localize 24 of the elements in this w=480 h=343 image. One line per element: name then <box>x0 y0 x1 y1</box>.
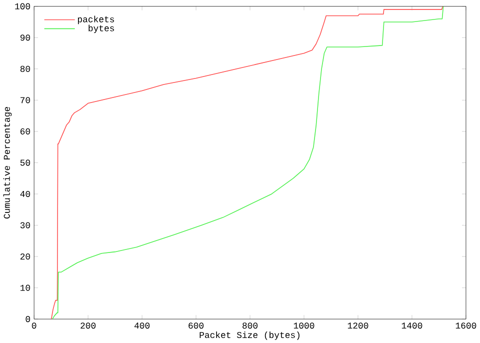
x-tick-label: 1000 <box>294 322 314 329</box>
x-tick-label: 1600 <box>456 322 476 329</box>
x-tick-label: 1200 <box>348 322 368 329</box>
x-tick-label: 0 <box>32 322 36 329</box>
x-tick-label: 400 <box>134 322 150 329</box>
y-tick-label: 70 <box>20 97 30 104</box>
y-tick-label: 40 <box>20 190 30 197</box>
y-tick-label: 30 <box>20 222 30 228</box>
y-tick-label: 50 <box>20 160 30 166</box>
x-tick-label: 200 <box>80 322 96 329</box>
y-axis-title: Cumulative Percentage <box>3 106 12 218</box>
y-tick-label: 0 <box>26 316 30 322</box>
y-tick-label: 90 <box>20 34 30 41</box>
y-tick-label: 80 <box>20 66 30 72</box>
y-tick-label: 20 <box>20 253 30 260</box>
x-axis-title: Packet Size (bytes) <box>200 331 300 340</box>
y-tick-label: 60 <box>20 128 30 134</box>
x-tick-label: 600 <box>188 322 204 329</box>
x-tick-label: 1400 <box>402 322 422 329</box>
y-tick-label: 100 <box>15 3 30 10</box>
y-tick-label: 10 <box>20 284 30 291</box>
x-tick-label: 800 <box>242 322 258 329</box>
legend-label: packets <box>78 16 114 24</box>
legend-label: bytes <box>88 24 114 33</box>
